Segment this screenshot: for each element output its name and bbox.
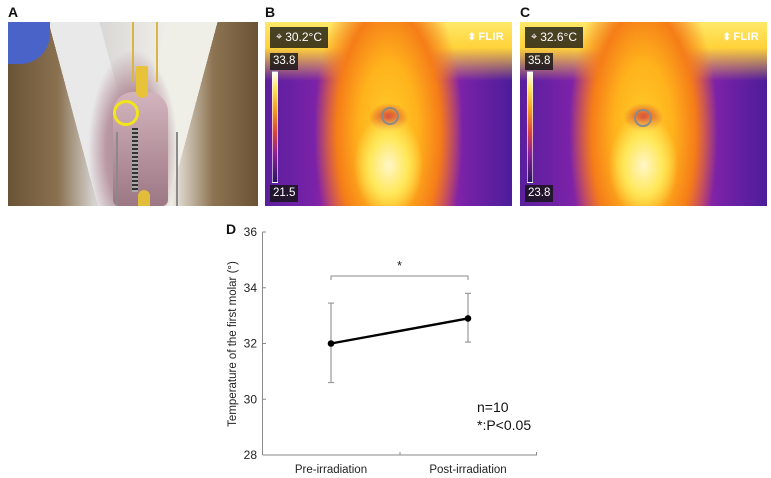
scale-min-label: 23.8	[525, 185, 554, 202]
y-axis-label: Temperature of the first molar (°)	[227, 261, 239, 427]
spot-temperature: 32.6°C	[540, 30, 578, 44]
measurement-spot-circle	[381, 107, 399, 125]
y-ticks: 28 30 32 34 36	[244, 225, 266, 462]
sample-size-note: n=10	[477, 399, 509, 415]
measurement-spot-circle	[634, 109, 652, 127]
significance-bracket: *	[330, 258, 469, 280]
scale-min-label: 21.5	[270, 185, 299, 202]
bracket-line	[330, 275, 469, 280]
p-value-note: *:P<0.05	[477, 417, 532, 433]
scale-max-label: 35.8	[525, 53, 554, 70]
flir-icon: ⬍	[722, 31, 732, 43]
y-tick-label: 36	[244, 225, 258, 239]
flir-logo: ⬍ FLIR	[467, 31, 504, 43]
panel-c-thermal-image: ⌖ 32.6°C 35.8 23.8 ⬍ FLIR	[520, 22, 767, 206]
spring-device	[132, 128, 138, 192]
glove	[8, 22, 50, 64]
y-tick-label: 28	[244, 448, 258, 462]
scale-max-label: 33.8	[270, 53, 299, 70]
first-molar-marker-circle	[113, 100, 139, 126]
panel-b-thermal-image: ⌖ 30.2°C 33.8 21.5 ⬍ FLIR	[265, 22, 512, 206]
thread	[132, 22, 134, 82]
x-tick-label: Post-irradiation	[429, 464, 506, 476]
crosshair-icon: ⌖	[276, 31, 283, 43]
series-line	[330, 317, 469, 345]
y-tick-label: 30	[244, 392, 258, 406]
upper-incisor	[136, 66, 148, 98]
panel-a-photo	[8, 22, 258, 206]
chart-svg: 28 30 32 34 36 Pre-irradiation Post-irradiati…	[227, 225, 537, 476]
forceps	[116, 132, 118, 206]
x-tick-label: Pre-irradiation	[295, 464, 367, 476]
flir-icon: ⬍	[467, 31, 477, 43]
data-point	[327, 340, 335, 347]
forceps	[176, 132, 178, 206]
error-bars	[328, 292, 471, 384]
y-tick-label: 32	[244, 337, 258, 351]
spot-temperature: 30.2°C	[285, 30, 323, 44]
panel-label-c: C	[520, 4, 531, 20]
data-point	[464, 315, 472, 322]
temperature-chart: D 28 30 32 34 36 Pre-irradiation Post-irradia…	[0, 215, 771, 478]
flir-logo: ⬍ FLIR	[722, 31, 759, 43]
spot-temperature-readout: ⌖ 30.2°C	[270, 27, 329, 48]
panel-label-d: D	[226, 221, 237, 237]
color-scale-bar	[527, 71, 533, 183]
x-ticks: Pre-irradiation Post-irradiation	[295, 452, 537, 476]
color-scale-bar	[272, 71, 278, 183]
significance-asterisk: *	[397, 258, 402, 273]
panel-label-a: A	[8, 4, 19, 20]
crosshair-icon: ⌖	[531, 31, 538, 43]
lower-incisor	[138, 190, 150, 206]
y-tick-label: 34	[244, 281, 258, 295]
data-series	[327, 315, 472, 347]
spot-temperature-readout: ⌖ 32.6°C	[525, 27, 584, 48]
thread	[156, 22, 158, 82]
panel-label-b: B	[265, 4, 276, 20]
